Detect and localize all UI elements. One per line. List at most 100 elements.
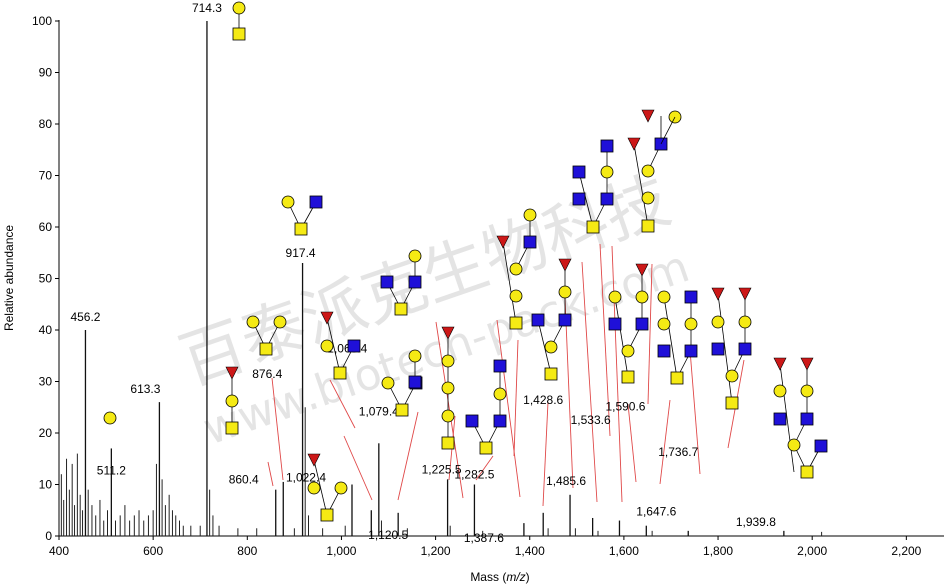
hexnac-square-icon: [509, 316, 523, 330]
glycan-bond: [660, 116, 676, 145]
glcnac-square-icon: [600, 192, 614, 206]
hexose-circle-icon: [657, 317, 671, 331]
leader-line: [496, 319, 521, 498]
hexose-circle-icon: [441, 381, 455, 395]
hexose-circle-icon: [281, 195, 295, 209]
peak-label: 613.3: [130, 382, 160, 396]
glcnac-square-icon: [657, 344, 671, 358]
x-tick-label: 1,200: [421, 544, 451, 558]
hexose-circle-icon: [408, 249, 422, 263]
hexnac-square-icon: [670, 371, 684, 385]
leader-line: [475, 455, 494, 481]
peak-label: 511.2: [97, 463, 126, 477]
hexose-circle-icon: [246, 315, 260, 329]
x-tick-label: 600: [143, 544, 163, 558]
hexose-circle-icon: [509, 262, 523, 276]
x-tick-label: 1,600: [609, 544, 639, 558]
glcnac-square-icon: [572, 192, 586, 206]
y-tick-label: 90: [39, 66, 53, 80]
hexose-circle-icon: [225, 394, 239, 408]
peak-label: 1,282.5: [454, 468, 494, 482]
hexose-circle-icon: [773, 384, 787, 398]
spectrum-peaks: [84, 21, 785, 536]
hexose-circle-icon: [725, 369, 739, 383]
fucose-triangle-icon: [558, 258, 572, 272]
hexose-circle-icon: [608, 290, 622, 304]
peak-label: 1,485.6: [546, 474, 586, 488]
x-tick-label: 1,400: [515, 544, 545, 558]
hexnac-square-icon: [479, 441, 493, 455]
peak-label: 860.4: [229, 473, 259, 487]
peak-label: 1,533.6: [571, 413, 611, 427]
fucose-triangle-icon: [641, 109, 655, 123]
hexose-circle-icon: [408, 349, 422, 363]
peak-label: 1,022.4: [286, 471, 326, 485]
glcnac-square-icon: [408, 375, 422, 389]
glycan-bond: [313, 459, 328, 516]
x-tick-label: 400: [49, 544, 69, 558]
hexnac-square-icon: [725, 396, 739, 410]
x-tick-label: 2,200: [891, 544, 921, 558]
hexose-circle-icon: [600, 165, 614, 179]
spectrum-noise: [60, 407, 823, 536]
hexose-circle-icon: [635, 290, 649, 304]
glycan-bond: [614, 296, 629, 378]
glcnac-square-icon: [309, 195, 323, 209]
hexose-circle-icon: [441, 354, 455, 368]
glcnac-square-icon: [711, 342, 725, 356]
x-axis-title-main: Mass: [470, 570, 499, 584]
hexnac-square-icon: [586, 220, 600, 234]
glycan-structures: [103, 1, 828, 522]
hexose-circle-icon: [307, 481, 321, 495]
hexnac-square-icon: [800, 465, 814, 479]
glcnac-square-icon: [773, 412, 787, 426]
hexnac-square-icon: [320, 508, 334, 522]
hexose-circle-icon: [621, 344, 635, 358]
hexose-circle-icon: [711, 315, 725, 329]
leader-line: [581, 261, 598, 503]
fucose-triangle-icon: [307, 453, 321, 467]
hexose-circle-icon: [641, 164, 655, 178]
y-tick-label: 60: [39, 220, 53, 234]
leader-line: [647, 263, 653, 405]
fucose-triangle-icon: [635, 263, 649, 277]
glycan-bond: [663, 296, 678, 379]
fucose-triangle-icon: [225, 366, 239, 380]
hexose-circle-icon: [787, 438, 801, 452]
glcnac-square-icon: [800, 412, 814, 426]
glycan-bond: [779, 363, 795, 473]
fucose-triangle-icon: [738, 287, 752, 301]
fucose-triangle-icon: [496, 235, 510, 249]
y-tick-label: 0: [45, 529, 52, 543]
x-tick-label: 800: [237, 544, 257, 558]
peak-label: 1,590.6: [605, 400, 645, 414]
x-tick-label: 1,000: [326, 544, 356, 558]
y-ticks: 0 10 20 30 40 50 60 70 80 90 100: [32, 14, 59, 543]
y-tick-label: 50: [39, 272, 53, 286]
leader-line: [611, 245, 623, 503]
x-axis-title-unit: m/z: [506, 570, 525, 584]
hexose-circle-icon: [441, 409, 455, 423]
leader-line: [659, 399, 671, 485]
leader-line: [542, 401, 549, 507]
hexose-circle-icon: [558, 285, 572, 299]
hexnac-square-icon: [259, 342, 273, 356]
x-ticks: 400 600 800 1,000 1,200 1,400 1,600 1,800 2,000 2…: [49, 536, 922, 558]
peak-label: 876.4: [252, 367, 282, 381]
glcnac-square-icon: [684, 290, 698, 304]
glycan-bond: [326, 317, 341, 374]
hexose-circle-icon: [381, 376, 395, 390]
peak-label: 1,120.5: [368, 528, 408, 542]
glcnac-square-icon: [347, 339, 361, 353]
glycan-bond: [537, 319, 552, 375]
hexose-circle-icon: [103, 411, 117, 425]
fucose-triangle-icon: [773, 357, 787, 371]
y-tick-label: 40: [39, 323, 53, 337]
leader-line: [397, 411, 419, 501]
leader-line: [343, 435, 373, 501]
hexose-circle-icon: [509, 289, 523, 303]
peak-label: 1,079.4: [359, 404, 399, 418]
leader-line: [513, 339, 519, 457]
peak-labels: 456.2 511.2 613.3 714.3 860.4 876.4 917.4 1,022…: [70, 1, 776, 545]
hexnac-square-icon: [232, 27, 246, 41]
